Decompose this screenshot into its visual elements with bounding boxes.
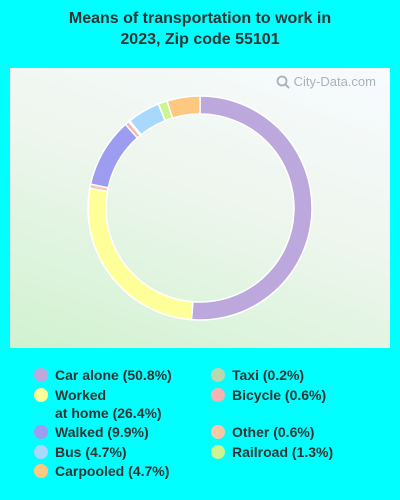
watermark-text: City-Data.com <box>293 74 376 89</box>
legend-item-2: Other (0.6%) <box>211 423 314 441</box>
chart-title-line-2: 2023, Zip code 55101 <box>120 31 280 48</box>
legend-item-3: Walked (9.9%) <box>34 423 149 441</box>
legend-item-6: Bus (4.7%) <box>34 443 127 461</box>
donut-slice-3 <box>89 123 139 189</box>
watermark: City-Data.com <box>276 74 376 89</box>
legend-swatch-3 <box>34 425 48 439</box>
legend-item-7: Railroad (1.3%) <box>211 443 333 461</box>
legend-item-5: Taxi (0.2%) <box>211 366 304 384</box>
legend-item-4: Bicycle (0.6%) <box>211 386 326 404</box>
legend-label-7: Railroad (1.3%) <box>232 444 334 460</box>
chart-title: Means of transportation to work in 2023,… <box>0 8 400 50</box>
legend-swatch-7 <box>211 445 225 459</box>
legend-label-3: Walked (9.9%) <box>55 424 149 440</box>
donut-slice-8 <box>166 95 201 120</box>
chart-title-line-1: Means of transportation to work in <box>68 10 332 27</box>
legend-swatch-1 <box>34 388 48 402</box>
donut-chart <box>87 95 313 321</box>
legend-swatch-4 <box>211 388 225 402</box>
legend-swatch-5 <box>211 368 225 382</box>
legend-label-8: Carpooled (4.7%) <box>55 463 170 479</box>
legend-item-1: Worked at home (26.4%) <box>34 386 162 422</box>
legend-label-5: Taxi (0.2%) <box>232 367 305 383</box>
legend-swatch-6 <box>34 445 48 459</box>
legend-swatch-8 <box>34 464 48 478</box>
legend-label-2: Other (0.6%) <box>232 424 315 440</box>
legend-item-0: Car alone (50.8%) <box>34 366 172 384</box>
donut-slice-1 <box>87 187 194 321</box>
magnifier-icon <box>276 75 290 89</box>
legend-item-8: Carpooled (4.7%) <box>34 462 169 480</box>
legend-label-4: Bicycle (0.6%) <box>232 387 327 403</box>
legend-label-0: Car alone (50.8%) <box>55 367 172 383</box>
legend-label-6: Bus (4.7%) <box>55 444 127 460</box>
legend: Car alone (50.8%) Worked at home (26.4%) W… <box>0 366 400 486</box>
chart-panel: City-Data.com <box>10 68 390 348</box>
donut-slice-0 <box>190 95 313 321</box>
legend-label-1: Worked at home (26.4%) <box>55 387 162 421</box>
legend-swatch-0 <box>34 368 48 382</box>
legend-swatch-2 <box>211 425 225 439</box>
